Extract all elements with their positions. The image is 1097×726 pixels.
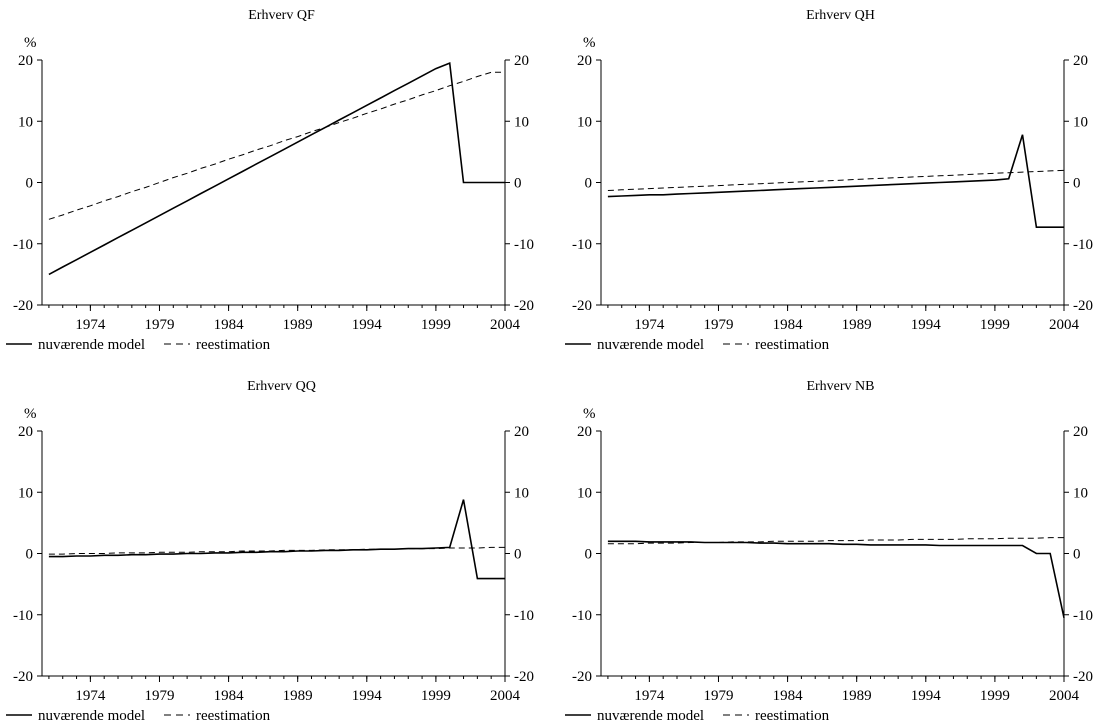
y-tick-label-right: 20 [514,53,529,69]
x-tick-label: 1974 [634,688,665,704]
x-tick-label: 1989 [842,317,872,333]
x-tick-label: 1994 [352,688,383,704]
series-line-reestimation [48,546,505,555]
legend-label: reestimation [755,337,830,353]
y-tick-label-left: 20 [18,424,33,440]
y-tick-label-right: 10 [514,114,529,130]
legend-label: reestimation [196,337,271,353]
y-tick-label-left: 0 [585,176,593,192]
x-tick-label: 1999 [980,688,1010,704]
y-tick-label-left: 0 [26,176,34,192]
y-tick-label-left: 10 [18,114,33,130]
y-tick-label-right: 0 [514,547,522,563]
y-tick-label-right: 0 [514,176,522,192]
y-tick-label-right: -20 [514,669,534,685]
y-unit-label: % [583,35,596,51]
panel-erhverv-qf: Erhverv QF % -20 -20 -10 -10 0 0 10 10 20 20 1974 1… [6,8,534,353]
x-tick-label: 1994 [911,317,942,333]
legend-label: reestimation [196,708,271,724]
y-tick-label-left: 0 [585,547,593,563]
x-tick-label: 1994 [352,317,383,333]
y-tick-label-right: 10 [1073,114,1088,130]
x-tick-label: 1979 [144,317,174,333]
x-tick-label: 2004 [490,688,521,704]
y-tick-label-right: 0 [1073,176,1081,192]
panel-erhverv-qh: Erhverv QH % -20 -20 -10 -10 0 0 10 10 20 20 1974 1… [565,8,1093,353]
y-unit-label: % [24,406,37,422]
x-tick-label: 1999 [421,688,451,704]
series-line-reestimation [607,169,1065,191]
x-tick-label: 1984 [214,317,245,333]
series-line-nuvaerende-model [607,540,1065,618]
y-unit-label: % [583,406,596,422]
y-tick-label-left: 20 [18,53,33,69]
x-tick-label: 1974 [75,317,106,333]
y-tick-label-right: -10 [1073,608,1093,624]
y-tick-label-right: 10 [514,485,529,501]
x-tick-label: 1979 [703,317,733,333]
y-tick-label-right: -20 [1073,298,1093,314]
panel-title: Erhverv QQ [247,379,316,394]
y-tick-label-left: -20 [13,298,33,314]
y-tick-label-right: -20 [514,298,534,314]
x-tick-label: 1974 [75,688,106,704]
x-tick-label: 1984 [214,688,245,704]
x-tick-label: 1974 [634,317,665,333]
x-tick-label: 2004 [490,317,521,333]
x-tick-label: 2004 [1049,317,1080,333]
legend-label: nuværende model [38,708,145,724]
panel-title: Erhverv NB [806,379,874,394]
legend-label: nuværende model [597,337,704,353]
series-line-nuvaerende-model [48,499,505,580]
y-tick-label-right: -10 [514,237,534,253]
y-tick-label-left: 10 [577,114,592,130]
y-tick-label-left: -10 [13,608,33,624]
x-tick-label: 1994 [911,688,942,704]
y-tick-label-right: -20 [1073,669,1093,685]
y-tick-label-left: 10 [577,485,592,501]
panel-title: Erhverv QH [806,8,875,23]
y-tick-label-right: 10 [1073,485,1088,501]
y-tick-label-right: 20 [514,424,529,440]
panel-title: Erhverv QF [248,8,315,23]
y-tick-label-left: 20 [577,424,592,440]
x-tick-label: 1999 [421,317,451,333]
y-tick-label-right: -10 [1073,237,1093,253]
panel-erhverv-nb: Erhverv NB % -20 -20 -10 -10 0 0 10 10 20 20 1974 1… [565,379,1093,724]
y-tick-label-left: -20 [572,298,592,314]
y-tick-label-left: -10 [572,237,592,253]
x-tick-label: 1989 [842,688,872,704]
x-tick-label: 1984 [773,317,804,333]
legend-label: reestimation [755,708,830,724]
y-tick-label-left: 0 [26,547,34,563]
y-tick-label-left: -10 [572,608,592,624]
legend-label: nuværende model [38,337,145,353]
y-tick-label-right: 20 [1073,424,1088,440]
x-tick-label: 1989 [283,688,313,704]
y-tick-label-right: 20 [1073,53,1088,69]
x-tick-label: 1979 [703,688,733,704]
series-line-reestimation [48,71,505,220]
y-tick-label-right: 0 [1073,547,1081,563]
x-tick-label: 1984 [773,688,804,704]
y-tick-label-left: 20 [577,53,592,69]
legend-label: nuværende model [597,708,704,724]
series-line-nuvaerende-model [607,134,1064,228]
y-tick-label-left: -20 [572,669,592,685]
series-line-nuvaerende-model [48,61,505,276]
panel-erhverv-qq: Erhverv QQ % -20 -20 -10 -10 0 0 10 10 20 20 1974 1… [6,379,534,724]
series-line-reestimation [607,537,1064,545]
x-tick-label: 1989 [283,317,313,333]
x-tick-label: 1999 [980,317,1010,333]
x-tick-label: 2004 [1049,688,1080,704]
y-tick-label-left: -10 [13,237,33,253]
y-tick-label-left: 10 [18,485,33,501]
y-tick-label-left: -20 [13,669,33,685]
y-tick-label-right: -10 [514,608,534,624]
y-unit-label: % [24,35,37,51]
x-tick-label: 1979 [144,688,174,704]
